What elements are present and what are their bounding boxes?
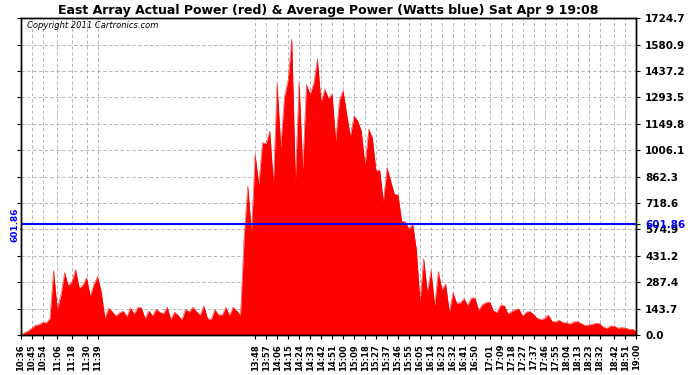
Text: 601.86: 601.86	[11, 207, 20, 242]
Title: East Array Actual Power (red) & Average Power (Watts blue) Sat Apr 9 19:08: East Array Actual Power (red) & Average …	[58, 4, 599, 17]
Text: Copyright 2011 Cartronics.com: Copyright 2011 Cartronics.com	[27, 21, 158, 30]
